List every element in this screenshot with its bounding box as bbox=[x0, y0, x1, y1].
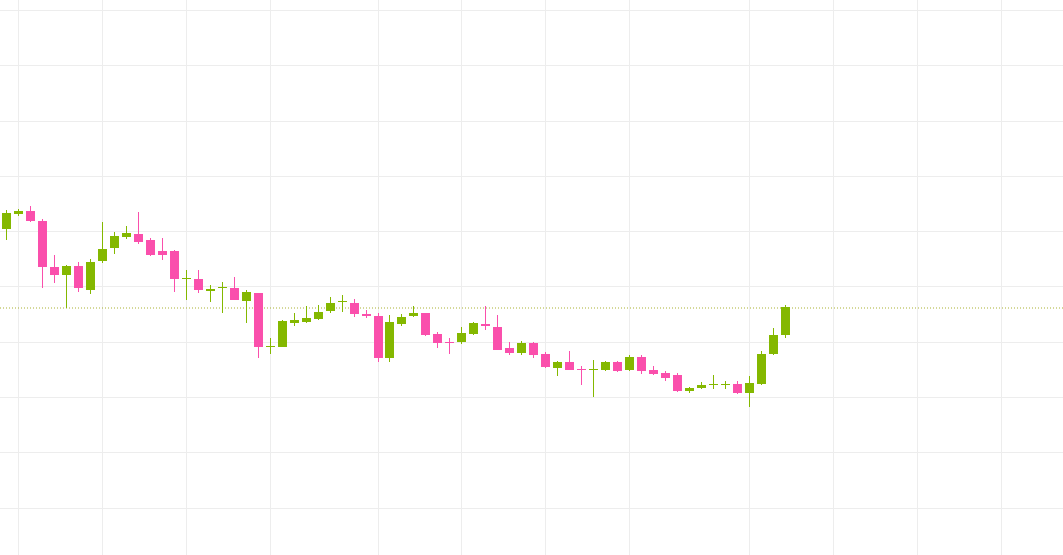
candle-body bbox=[230, 288, 239, 300]
candle-body bbox=[206, 289, 215, 291]
candle-body bbox=[266, 346, 275, 347]
candle-body bbox=[673, 375, 682, 391]
candle-body bbox=[110, 236, 119, 248]
candle-body bbox=[493, 327, 502, 350]
candle-body bbox=[613, 362, 622, 371]
candle-body bbox=[433, 334, 442, 343]
candle-body bbox=[625, 357, 634, 370]
candle-body bbox=[314, 312, 323, 319]
candle-body bbox=[469, 323, 478, 334]
candle-body bbox=[637, 357, 646, 371]
candle-body bbox=[445, 342, 454, 343]
candle-body bbox=[565, 362, 574, 370]
candle-body bbox=[302, 318, 311, 322]
candle-body bbox=[50, 267, 59, 275]
candle-body bbox=[326, 303, 335, 311]
candle-body bbox=[781, 307, 790, 335]
candle-body bbox=[553, 362, 562, 368]
candle-body bbox=[170, 251, 179, 279]
candle-body bbox=[338, 301, 347, 302]
candle-body bbox=[457, 333, 466, 342]
candle-body bbox=[2, 213, 11, 229]
candle-body bbox=[529, 343, 538, 355]
candle-body bbox=[709, 384, 718, 385]
candle-body bbox=[397, 317, 406, 324]
candle-body bbox=[757, 354, 766, 384]
candle-body bbox=[649, 370, 658, 374]
candle-body bbox=[86, 262, 95, 290]
candle-body bbox=[505, 348, 514, 353]
candle-body bbox=[122, 233, 131, 237]
candle-body bbox=[733, 384, 742, 393]
candle-body bbox=[409, 313, 418, 316]
candle-body bbox=[26, 211, 35, 221]
candle-body bbox=[290, 320, 299, 323]
candle-body bbox=[278, 321, 287, 347]
candle-body bbox=[385, 322, 394, 358]
candle-body bbox=[218, 287, 227, 288]
candle-body bbox=[254, 293, 263, 347]
candle-body bbox=[769, 335, 778, 354]
candle-body bbox=[350, 303, 359, 314]
candle-body bbox=[146, 240, 155, 255]
candle-body bbox=[98, 249, 107, 261]
candle-body bbox=[589, 369, 598, 370]
candle-body bbox=[685, 388, 694, 391]
candle-body bbox=[541, 354, 550, 367]
candle-body bbox=[517, 343, 526, 353]
candle-body bbox=[242, 292, 251, 301]
candle-body bbox=[697, 385, 706, 388]
candle-body bbox=[362, 314, 371, 316]
candle-body bbox=[374, 316, 383, 358]
candle-body bbox=[14, 211, 23, 214]
candle-body bbox=[182, 278, 191, 279]
candle-body bbox=[745, 383, 754, 393]
candle-body bbox=[74, 266, 83, 288]
candle-body bbox=[661, 373, 670, 378]
candle-body bbox=[158, 251, 167, 255]
candle-body bbox=[421, 313, 430, 335]
candle-body bbox=[194, 279, 203, 290]
candle-body bbox=[577, 369, 586, 370]
candle-body bbox=[134, 234, 143, 242]
candle-body bbox=[481, 324, 490, 326]
candle-body bbox=[38, 221, 47, 267]
candle-body bbox=[601, 362, 610, 370]
candle-body bbox=[62, 266, 71, 275]
candle-body bbox=[721, 384, 730, 385]
